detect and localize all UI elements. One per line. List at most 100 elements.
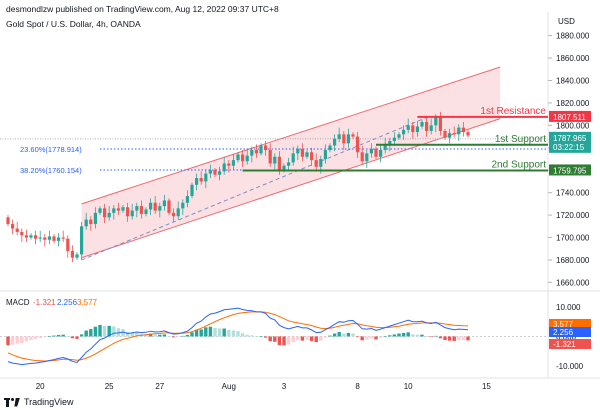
level-price-box — [549, 110, 591, 122]
macd-histogram-bar — [411, 334, 415, 337]
y-tick-label: 1820.000 — [556, 99, 590, 108]
macd-histogram-bar — [130, 332, 134, 337]
candle-body — [310, 152, 314, 161]
candle-body — [227, 163, 231, 166]
macd-histogram-bar — [365, 336, 369, 340]
macd-histogram-bar — [374, 336, 378, 340]
macd-histogram-bar — [107, 325, 111, 337]
level-name-label: 2nd Support — [492, 159, 547, 170]
candle-body — [98, 208, 102, 213]
candle-body — [130, 210, 134, 217]
macd-histogram-bar — [61, 334, 65, 337]
macd-histogram-bar — [6, 336, 10, 346]
y-tick-label: 1700.000 — [556, 234, 590, 243]
candle-body — [319, 159, 323, 167]
x-tick-label: 15 — [482, 382, 491, 391]
macd-histogram-bar — [89, 329, 93, 337]
candle-body — [185, 196, 189, 203]
candle-body — [392, 137, 396, 142]
macd-histogram-bar — [360, 336, 364, 341]
candle-body — [121, 207, 125, 211]
footer-brand: TradingView — [24, 397, 74, 407]
currency-label: USD — [558, 17, 575, 26]
macd-value-box — [549, 339, 591, 349]
macd-histogram-bar — [176, 336, 180, 338]
macd-histogram-bar — [328, 335, 332, 337]
level-name-label: 1st Support — [495, 134, 546, 145]
macd-histogram-bar — [98, 324, 102, 337]
candle-body — [305, 152, 309, 157]
macd-histogram-bar — [438, 336, 443, 339]
candle-body — [167, 200, 171, 213]
candle-body — [360, 152, 364, 162]
candle-body — [139, 206, 143, 214]
candle-body — [199, 178, 203, 182]
candle-body — [89, 219, 93, 225]
macd-histogram-bar — [259, 336, 263, 338]
candle-body — [231, 160, 235, 166]
macd-histogram-bar — [167, 336, 171, 337]
macd-histogram-bar — [47, 336, 52, 337]
macd-title: MACD — [6, 298, 30, 307]
macd-histogram-bar — [66, 336, 70, 337]
macd-histogram-bar — [245, 334, 249, 337]
macd-histogram-bar — [102, 325, 107, 337]
candle-body — [218, 171, 222, 175]
candle-body — [236, 154, 240, 161]
macd-histogram-bar — [148, 333, 153, 337]
macd-histogram-bar — [227, 329, 231, 337]
macd-histogram-bar — [15, 336, 19, 344]
macd-histogram-bar — [466, 336, 470, 341]
candle-body — [75, 254, 79, 258]
candle-body — [245, 155, 249, 162]
macd-histogram-bar — [282, 336, 286, 346]
macd-histogram-bar — [434, 335, 438, 337]
macd-y-tick-label: -10.000 — [556, 362, 584, 371]
macd-value-tag: 2.256 — [553, 328, 574, 337]
macd-histogram-bar — [457, 336, 461, 341]
macd-value-box — [549, 319, 591, 329]
channel-lower-line — [81, 118, 501, 259]
level-price-label: 1807.511 — [553, 113, 586, 122]
y-tick-label: 1680.000 — [556, 256, 590, 265]
footer: TradingView — [4, 397, 74, 407]
candle-body — [84, 219, 88, 227]
candle-body — [402, 129, 406, 135]
macd-histogram-bar — [447, 336, 452, 341]
macd-y-tick-label: 10.000 — [556, 303, 581, 312]
candle-body — [287, 162, 291, 166]
macd-histogram-bar — [52, 335, 56, 337]
candle-body — [204, 173, 208, 182]
candle-body — [383, 144, 387, 151]
macd-histogram-bar — [250, 335, 254, 337]
macd-histogram-bar — [93, 326, 98, 337]
macd-histogram-bar — [29, 336, 33, 341]
candle-body — [411, 125, 415, 133]
macd-histogram-bar — [277, 336, 282, 346]
candle-body — [222, 163, 226, 172]
countdown-label: 03:22:15 — [553, 143, 585, 152]
macd-histogram-bar — [429, 336, 433, 338]
fib-label: 23.60%(1778.914) — [20, 145, 82, 154]
candle-body — [259, 145, 263, 154]
macd-histogram-bar — [286, 336, 291, 345]
candle-body — [112, 208, 116, 213]
macd-histogram-bar — [443, 336, 447, 341]
macd-histogram-bar — [342, 333, 346, 337]
macd-histogram-bar — [79, 334, 84, 337]
macd-histogram-bar — [406, 332, 410, 337]
macd-histogram-bar — [135, 332, 139, 337]
candle-body — [388, 141, 392, 145]
macd-histogram-bar — [213, 327, 217, 337]
candle-body — [195, 178, 199, 185]
macd-histogram-bar — [420, 334, 424, 337]
candle-body — [52, 236, 56, 241]
tradingview-logo-icon — [4, 397, 20, 407]
macd-histogram-bar — [171, 336, 176, 338]
macd-histogram-bar — [125, 331, 130, 337]
candle-body — [158, 206, 162, 211]
macd-histogram-bar — [56, 335, 61, 337]
macd-histogram-bar — [305, 336, 309, 340]
candle-body — [365, 153, 369, 162]
